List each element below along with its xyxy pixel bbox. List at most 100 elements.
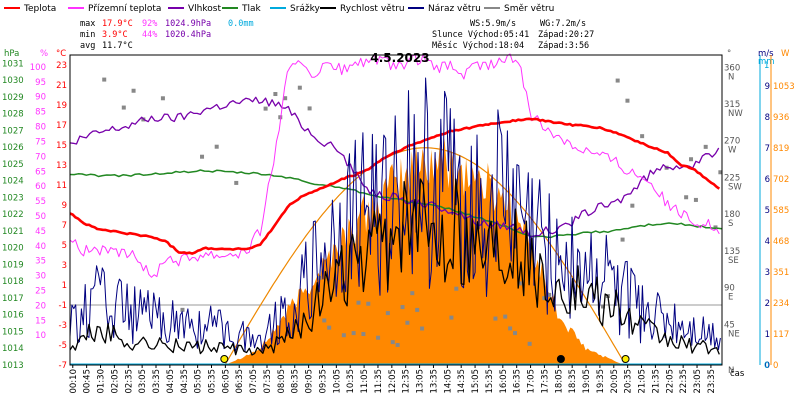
axis-mm-unit: mm [758, 57, 775, 67]
info-ws: WS:5.9m/s [470, 19, 516, 29]
sunset-marker [621, 355, 630, 363]
percent-tick: 95 [35, 78, 46, 88]
wind-direction-point [322, 318, 327, 323]
time-tick-label: 09:05 [305, 369, 315, 394]
percent-tick: 35 [35, 257, 46, 267]
moonrise-marker [556, 355, 565, 363]
celsius-tick: 19 [56, 101, 67, 111]
time-tick-label: 17:05 [527, 369, 537, 394]
wind-direction-point [508, 326, 513, 331]
time-tick-label: 09:35 [318, 369, 328, 394]
hpa-tick: 1027 [2, 126, 24, 136]
hpa-tick: 1024 [2, 177, 24, 187]
mm-tick: 0 [764, 361, 769, 371]
time-axis-label: čas [730, 368, 745, 379]
direction-deg-tick: 315 [724, 100, 740, 110]
axes: hPa% °C1031103010291028102710261025102410… [2, 49, 795, 394]
plot-frame [69, 54, 723, 366]
time-tick-label: 19:05 [582, 369, 592, 394]
wind-direction-point [278, 115, 283, 120]
stat-max-hum: 92% [142, 19, 157, 29]
axis-deg-unit: ° [727, 49, 731, 59]
wind-direction-point [121, 105, 126, 110]
hpa-tick: 1018 [2, 277, 24, 287]
wind-direction-point [297, 85, 302, 90]
series-wind-speed [69, 178, 720, 356]
w-tick: 351 [773, 268, 789, 278]
time-tick-label: 13:05 [416, 369, 426, 394]
time-tick-label: 16:35 [513, 369, 523, 394]
sunrise-marker [220, 355, 229, 363]
celsius-tick: -7 [59, 361, 67, 371]
percent-tick: 100 [30, 63, 46, 73]
direction-label-tick: S [728, 219, 733, 229]
time-tick-label: 11:35 [374, 369, 384, 394]
stat-min-press: 1020.4hPa [165, 30, 211, 40]
direction-deg-tick: 225 [724, 173, 740, 183]
celsius-tick: -5 [59, 341, 67, 351]
wind-direction-point [630, 203, 635, 208]
percent-tick: 10 [35, 331, 46, 341]
legend-label: Tlak [241, 4, 262, 14]
wind-direction-point [351, 331, 356, 336]
direction-label-tick: N [728, 366, 734, 376]
wind-direction-point [385, 311, 390, 316]
wind-direction-point [273, 92, 278, 97]
direction-deg-tick: 45 [724, 320, 735, 330]
time-tick-label: 14:05 [443, 369, 453, 394]
w-tick: 1053 [773, 82, 795, 92]
wind-direction-point [547, 292, 552, 297]
ms-tick: 8 [765, 113, 770, 123]
hpa-tick: 1030 [2, 76, 24, 86]
mm-tick: 1 [764, 61, 769, 71]
direction-deg-tick: 270 [724, 137, 740, 147]
hpa-tick: 1031 [2, 59, 24, 69]
stat-max-label: max [80, 19, 95, 29]
wind-direction-point [713, 225, 718, 230]
percent-tick: 80 [35, 123, 46, 133]
ms-tick: 0 [765, 361, 770, 371]
time-tick-label: 12:05 [388, 369, 398, 394]
hpa-tick: 1029 [2, 93, 24, 103]
ms-tick: 1 [765, 330, 770, 340]
wind-direction-point [214, 144, 219, 149]
ms-tick: 6 [765, 175, 770, 185]
time-tick-label: 06:05 [221, 369, 231, 394]
stat-max-press: 1024.9hPa [165, 19, 211, 29]
time-tick-label: 03:05 [138, 369, 148, 394]
time-tick-label: 21:05 [638, 369, 648, 394]
time-tick-label: 13:35 [429, 369, 439, 394]
percent-tick: 75 [35, 137, 46, 147]
wind-direction-point [517, 281, 522, 286]
time-tick-label: 21:35 [651, 369, 661, 394]
direction-label-tick: W [728, 146, 737, 156]
percent-tick: 50 [35, 212, 46, 222]
wind-direction-point [131, 88, 136, 93]
time-tick-label: 02:35 [124, 369, 134, 394]
legend-label: Přízemní teplota [88, 4, 161, 14]
hpa-tick: 1022 [2, 210, 24, 220]
series-pressure [69, 169, 723, 239]
wind-direction-point [703, 144, 708, 149]
percent-tick: 30 [35, 272, 46, 282]
stats-block: max 17.9°C 92% 1024.9hPa 0.0mm min 3.9°C 44% 102… [80, 19, 254, 51]
stat-min-hum: 44% [142, 30, 157, 40]
wind-direction-point [410, 291, 415, 296]
w-tick: 117 [773, 330, 789, 340]
axis-percent-unit: % [40, 49, 48, 59]
celsius-tick: 15 [56, 141, 67, 151]
direction-label-tick: N [728, 72, 734, 82]
time-tick-label: 18:35 [568, 369, 578, 394]
stat-avg-label: avg [80, 41, 95, 51]
time-tick-label: 11:05 [360, 369, 370, 394]
time-tick-label: 18:05 [554, 369, 564, 394]
ms-tick: 3 [765, 268, 770, 278]
hpa-tick: 1028 [2, 110, 24, 120]
celsius-tick: 13 [56, 161, 67, 171]
w-tick: 819 [773, 144, 789, 154]
percent-tick: 70 [35, 152, 46, 162]
time-tick-label: 04:35 [180, 369, 190, 394]
stat-min-label: min [80, 30, 95, 40]
time-tick-label: 01:30 [97, 369, 107, 394]
time-tick-label: 00:10 [69, 369, 79, 394]
